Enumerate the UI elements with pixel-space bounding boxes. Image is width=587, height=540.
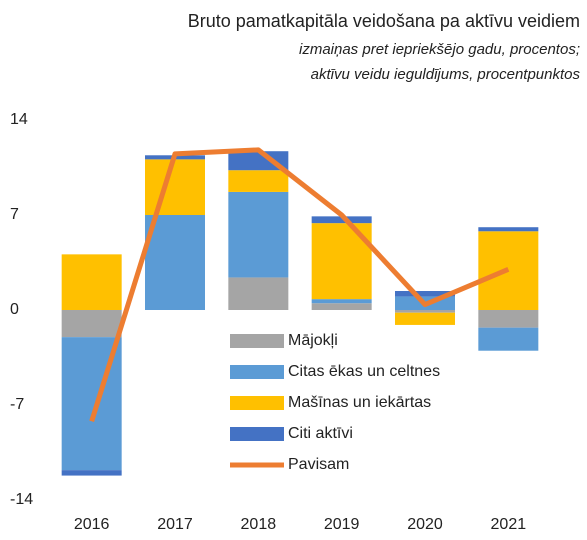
chart-subtitle: aktīvu veidu ieguldījums, procentpunktos [311,66,581,83]
y-tick-label: -7 [10,396,24,413]
legend-label: Pavisam [288,456,349,473]
bar-segment [395,291,455,297]
x-tick-label: 2017 [157,516,193,533]
bar-segment [311,299,372,304]
bar-segment [395,310,455,313]
chart-title: Bruto pamatkapitāla veidošana pa aktīvu … [188,11,580,31]
bar-segment [478,310,539,328]
bar-segment [311,303,372,310]
bar-segment [478,227,539,232]
chart-subtitle: izmaiņas pret iepriekšējo gadu, procento… [299,41,580,58]
total-line [89,147,510,423]
y-tick-label: -14 [10,491,33,508]
legend-swatch [230,396,284,410]
x-tick-label: 2021 [491,516,527,533]
legend-swatch [230,334,284,348]
bar-segment [61,470,122,476]
y-tick-label: 14 [10,111,28,128]
bar-segment [61,310,122,338]
bar-segment [228,191,289,278]
bar-segment [145,159,205,215]
x-tick-label: 2016 [74,516,110,533]
bar-segment [228,170,289,192]
x-tick-label: 2020 [407,516,443,533]
bar-segment [61,254,122,310]
bar-segment [228,151,289,171]
bar-segment [228,277,289,310]
bar-segment [145,215,205,310]
legend-swatch [230,365,284,379]
x-tick-label: 2018 [241,516,277,533]
bar-segment [395,312,455,325]
legend-swatch [230,427,284,441]
y-tick-label: 0 [10,301,19,318]
legend-label: Citas ēkas un celtnes [288,363,440,380]
bar-segment [311,216,372,224]
bar-segment [478,327,539,351]
x-tick-label: 2019 [324,516,360,533]
y-tick-label: 7 [10,206,19,223]
legend-label: Citi aktīvi [288,425,353,442]
legend-label: Mašīnas un iekārtas [288,394,431,411]
legend-label: Mājokļi [288,332,338,349]
